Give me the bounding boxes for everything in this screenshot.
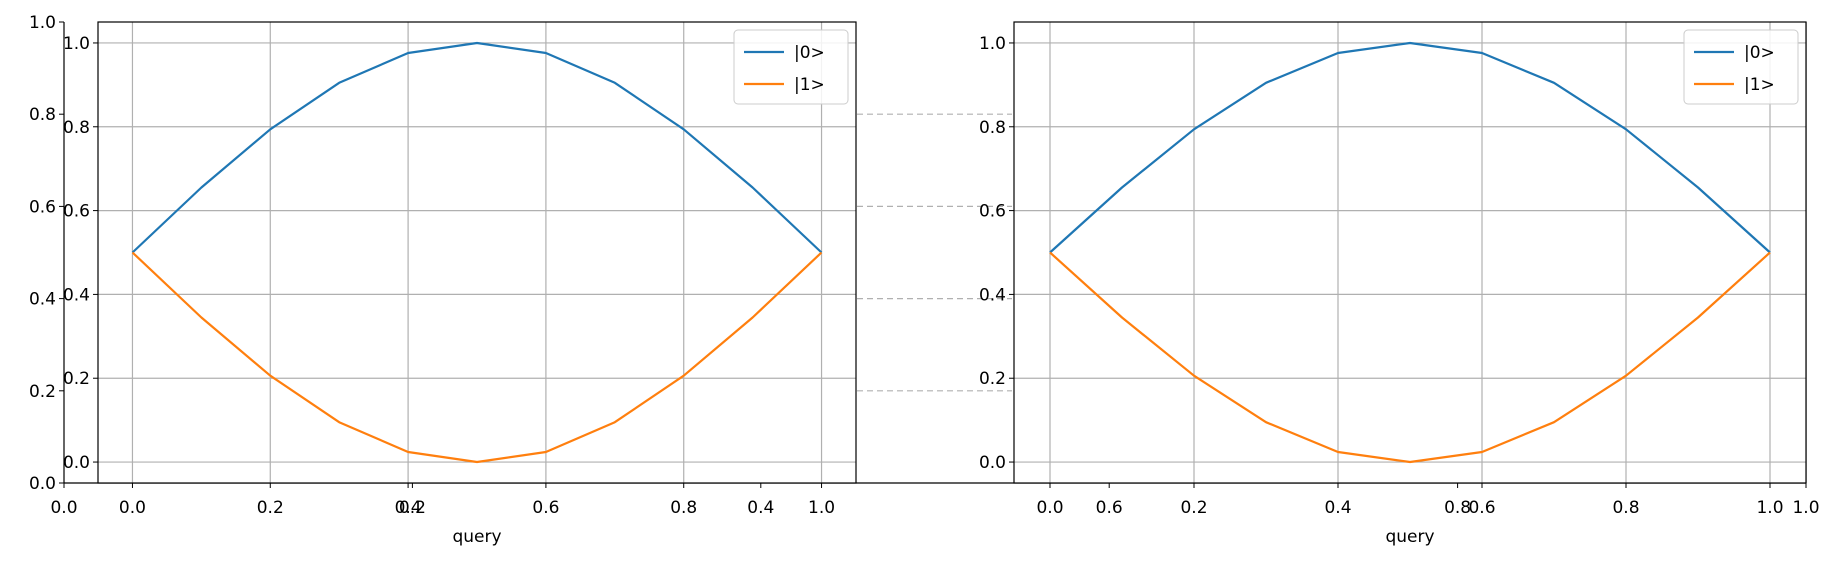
legend: |0> |1> [733, 29, 849, 105]
background-x-tick-label: 0.4 [747, 498, 774, 518]
x-axis-title: query [1385, 527, 1434, 547]
background-y-tick-label: 0.0 [29, 474, 56, 494]
line-chart-panel-2: 0.0 0.2 0.4 0.6 0.8 1.00.00.20.40.60.81.0quer… [979, 21, 1807, 547]
x-tick-label: 0.2 [257, 498, 284, 518]
y-tick-label: 0.0 [979, 453, 1006, 473]
series-line-ket0 [131, 41, 823, 254]
line-chart-panel-1: 0.0 0.2 0.4 0.6 0.8 1.00.00.20.40.60.81.0quer… [63, 21, 857, 547]
background-x-tick-label: 0.6 [1096, 498, 1123, 518]
y-tick-label: 0.2 [979, 369, 1006, 389]
legend-entry-label: |1> [1744, 75, 1775, 95]
y-tick-label: 0.8 [63, 118, 90, 138]
legend-entry-label: |0> [1744, 43, 1775, 63]
y-tick-label: 1.0 [63, 34, 90, 54]
y-tick-label: 1.0 [979, 34, 1006, 54]
background-y-tick-label: 0.8 [29, 105, 56, 125]
x-tick-label: 1.0 [1756, 498, 1783, 518]
plot-frame [1013, 21, 1807, 484]
x-tick-label: 0.2 [1180, 498, 1207, 518]
background-y-tick-label: 0.4 [29, 290, 56, 310]
x-tick-label: 0.8 [1612, 498, 1639, 518]
series-line-ket1 [131, 251, 823, 464]
background-y-tick-label: 1.0 [29, 13, 56, 33]
legend-box [733, 29, 849, 105]
y-tick-label: 0.8 [979, 118, 1006, 138]
y-tick-label: 0.6 [979, 202, 1006, 222]
legend-entry-label: |0> [794, 43, 825, 63]
series-line-ket1 [1049, 251, 1771, 464]
y-tick-label: 0.0 [63, 453, 90, 473]
legend: |0> |1> [1683, 29, 1799, 105]
background-x-tick-label: 0.0 [50, 498, 77, 518]
x-tick-label: 0.4 [395, 498, 422, 518]
y-tick-label: 0.6 [63, 202, 90, 222]
x-tick-label: 1.0 [808, 498, 835, 518]
background-x-tick-label: 0.8 [1444, 498, 1471, 518]
line-chart-panels: 0.0 0.2 0.4 0.6 0.8 1.00.00.20.40.60.81.0quer… [63, 21, 1807, 547]
background-y-tick-label: 0.6 [29, 197, 56, 217]
background-x-tick-label: 0.2 [399, 498, 426, 518]
y-tick-label: 0.2 [63, 369, 90, 389]
x-tick-label: 0.4 [1324, 498, 1351, 518]
x-tick-label: 0.6 [532, 498, 559, 518]
legend-entry-label: |1> [794, 75, 825, 95]
x-tick-label: 0.6 [1468, 498, 1495, 518]
y-tick-label: 0.4 [979, 285, 1006, 305]
x-axis-title: query [452, 527, 501, 547]
legend-box [1683, 29, 1799, 105]
background-x-tick-label: 1.0 [1792, 498, 1819, 518]
x-tick-label: 0.0 [1036, 498, 1063, 518]
plot-area [98, 22, 856, 483]
x-tick-label: 0.0 [119, 498, 146, 518]
background-y-tick-label: 0.2 [29, 382, 56, 402]
plot-frame [97, 21, 857, 484]
y-tick-label: 0.4 [63, 285, 90, 305]
plot-area [1014, 22, 1806, 483]
series-line-ket0 [1049, 41, 1771, 254]
x-tick-label: 0.8 [670, 498, 697, 518]
